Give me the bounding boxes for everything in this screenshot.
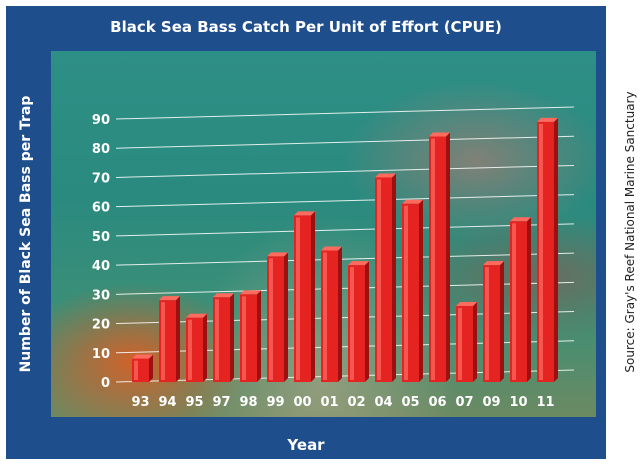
gridline (115, 194, 575, 208)
x-tick-label: 99 (266, 395, 284, 410)
bar (456, 302, 477, 382)
x-tick-label: 07 (455, 395, 473, 410)
y-tick-label: 20 (92, 318, 110, 333)
bar (402, 199, 423, 382)
bar (267, 252, 288, 382)
chart-title: Black Sea Bass Catch Per Unit of Effort … (110, 18, 502, 36)
gridline (115, 135, 575, 149)
y-tick-label: 70 (92, 171, 110, 186)
bar (240, 290, 261, 382)
gridline (115, 106, 575, 120)
bar (348, 261, 369, 382)
x-tick-label: 02 (347, 395, 365, 410)
x-tick-label: 05 (401, 395, 419, 410)
x-axis-label: Year (287, 436, 325, 454)
x-tick-label: 93 (131, 395, 149, 410)
bar-chart: 0 10 20 30 40 50 60 70 80 90 93 94 95 97 98 99 00 01 02 04… (92, 106, 575, 410)
gridline (115, 340, 575, 354)
bar (375, 173, 396, 382)
gridline (115, 223, 575, 237)
gridline (115, 164, 575, 178)
y-tick-label: 10 (92, 347, 110, 362)
y-tick-label: 80 (92, 142, 110, 157)
x-tick-label: 95 (185, 395, 203, 410)
bar (213, 293, 234, 382)
chart-frame: Black Sea Bass Catch Per Unit of Effort … (6, 6, 606, 459)
x-tick-label: 09 (482, 395, 500, 410)
x-tick-label: 04 (374, 395, 392, 410)
y-tick-label: 30 (92, 288, 110, 303)
bar (294, 211, 315, 382)
x-tick-label: 94 (158, 395, 176, 410)
y-tick-label: 0 (101, 376, 110, 391)
x-tick-label: 10 (509, 395, 527, 410)
gridline (115, 281, 575, 295)
gridline (115, 252, 575, 266)
bar (321, 246, 342, 382)
bar (537, 117, 558, 382)
y-tick-label: 90 (92, 113, 110, 128)
bar (132, 354, 153, 382)
x-tick-label: 98 (239, 395, 257, 410)
bar (186, 313, 207, 382)
gridline (115, 311, 575, 325)
y-tick-label: 40 (92, 259, 110, 274)
source-credit: Source: Gray's Reef National Marine Sanc… (623, 91, 637, 373)
bar (510, 217, 531, 382)
gridline (115, 369, 575, 383)
x-tick-label: 00 (293, 395, 311, 410)
y-tick-label: 50 (92, 230, 110, 245)
x-tick-label: 06 (428, 395, 446, 410)
bar (159, 296, 180, 382)
x-tick-label: 97 (212, 395, 230, 410)
bar (483, 261, 504, 382)
x-tick-label: 01 (320, 395, 338, 410)
y-tick-label: 60 (92, 201, 110, 216)
bar (429, 132, 450, 382)
x-tick-label: 11 (536, 395, 554, 410)
